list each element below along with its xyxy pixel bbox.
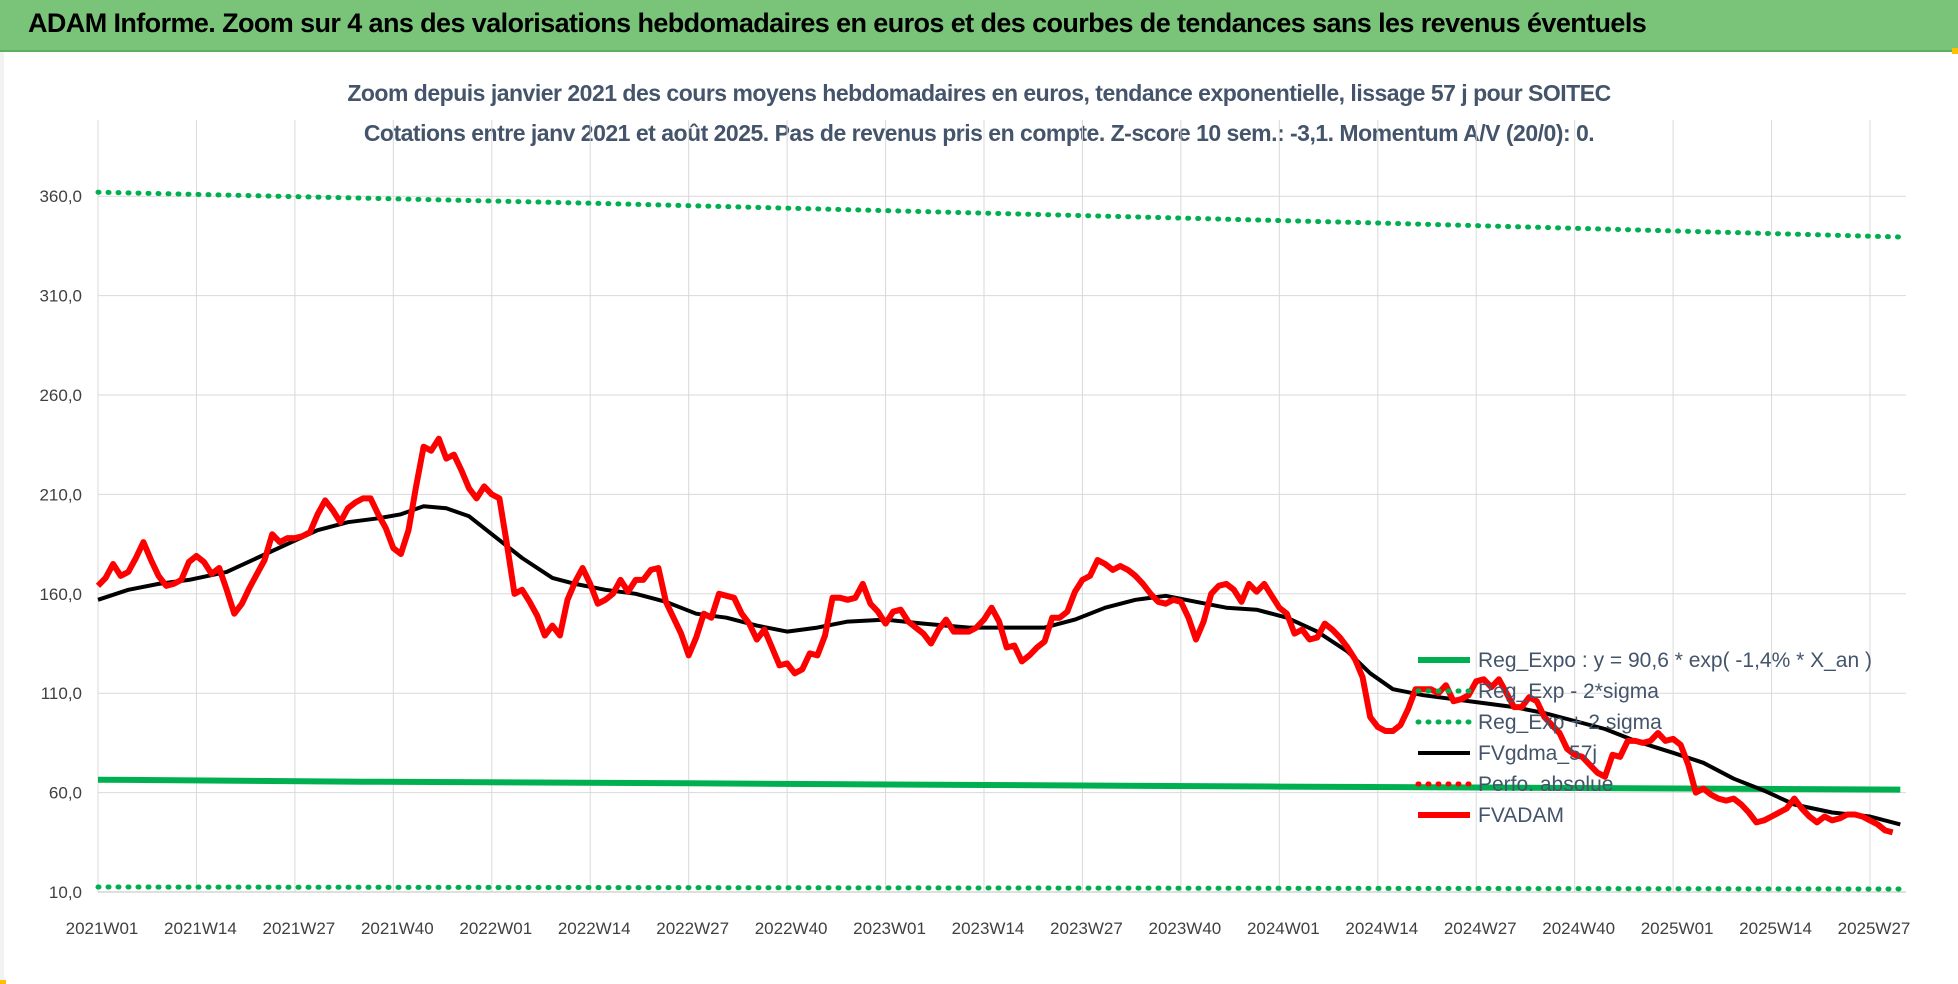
x-tick-label: 2023W14: [952, 919, 1025, 938]
x-tick-label: 2024W40: [1542, 919, 1615, 938]
legend-entry-label: Reg_Exp - 2*sigma: [1478, 680, 1659, 703]
y-tick-label: 60,0: [49, 784, 82, 803]
x-tick-label: 2025W01: [1641, 919, 1714, 938]
x-tick-label: 2024W01: [1247, 919, 1320, 938]
series-line-1: [95, 884, 1903, 892]
y-tick-label: 260,0: [39, 386, 82, 405]
x-tick-label: 2022W40: [755, 919, 828, 938]
x-tick-label: 2023W01: [853, 919, 926, 938]
x-tick-label: 2022W01: [459, 919, 532, 938]
chart-title: Zoom depuis janvier 2021 des cours moyen…: [347, 80, 1611, 106]
legend-entry-label: Reg_Exp + 2 sigma: [1478, 711, 1662, 734]
x-tick-label: 2022W14: [558, 919, 631, 938]
y-tick-label: 210,0: [39, 485, 82, 504]
series-line-5: [95, 435, 1894, 836]
x-tick-label: 2025W27: [1838, 919, 1911, 938]
legend-entry-label: Perfo. absolue: [1478, 773, 1613, 796]
x-tick-label: 2023W40: [1148, 919, 1221, 938]
y-tick-label: 110,0: [41, 684, 82, 703]
y-tick-label: 10,0: [49, 883, 82, 902]
chart-subtitle: Cotations entre janv 2021 et août 2025. …: [363, 120, 1595, 146]
x-tick-label: 2024W14: [1345, 919, 1418, 938]
frame-corner-marker: [1952, 48, 1958, 54]
y-tick-label: 360,0: [39, 187, 82, 206]
x-tick-label: 2025W14: [1739, 919, 1812, 938]
legend-entry-label: Reg_Expo : y = 90,6 * exp( -1,4% * X_an …: [1478, 649, 1872, 672]
report-banner: ADAM Informe. Zoom sur 4 ans des valoris…: [0, 0, 1958, 52]
chart-legend: Reg_Expo : y = 90,6 * exp( -1,4% * X_an …: [1415, 649, 1872, 827]
x-axis: 2021W01 2021W14 2021W27 2021W40 2022W01 2022W…: [66, 891, 1911, 938]
x-tick-label: 2023W27: [1050, 919, 1123, 938]
x-tick-label: 2021W01: [66, 919, 139, 938]
y-tick-label: 160,0: [39, 585, 82, 604]
legend-entry-label: FVgdma_57j: [1478, 742, 1597, 765]
frame-corner-marker: [0, 980, 6, 984]
x-tick-label: 2021W27: [262, 919, 335, 938]
x-tick-label: 2021W14: [164, 919, 237, 938]
series-layer: [95, 189, 1903, 892]
x-tick-label: 2024W27: [1444, 919, 1517, 938]
frame-edge: [0, 52, 4, 984]
series-line-3: [97, 504, 1901, 827]
series-line-0: [97, 776, 1901, 793]
legend-entry-label: FVADAM: [1478, 804, 1564, 827]
x-tick-label: 2022W27: [656, 919, 729, 938]
y-tick-label: 310,0: [39, 287, 82, 306]
y-axis: 10,0 60,0 110,0 160,0 210,0 260,0 310,0 360,0: [39, 187, 82, 902]
x-tick-label: 2021W40: [361, 919, 434, 938]
gridlines: [97, 120, 1906, 893]
report-title: ADAM Informe. Zoom sur 4 ans des valoris…: [28, 8, 1647, 38]
series-line-2: [95, 189, 1903, 240]
